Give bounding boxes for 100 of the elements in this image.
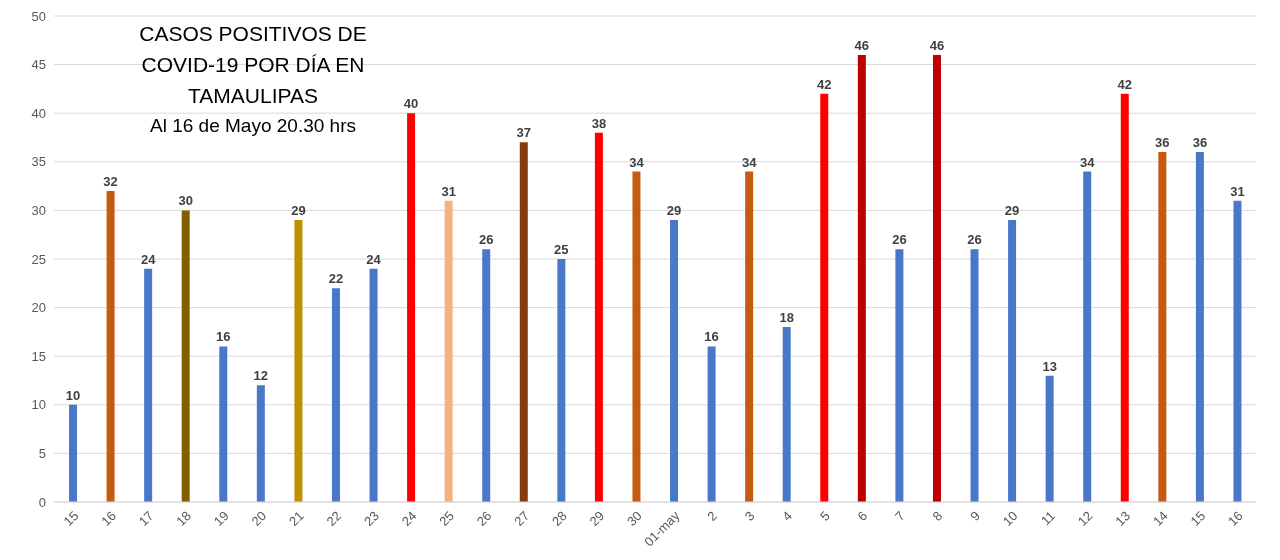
data-label: 31 bbox=[1230, 183, 1245, 199]
bar bbox=[857, 54, 866, 502]
x-tick-label: 11 bbox=[1037, 508, 1059, 529]
data-label: 30 bbox=[178, 193, 193, 209]
x-tick-label: 17 bbox=[135, 508, 157, 529]
data-label: 31 bbox=[441, 183, 456, 199]
data-label: 32 bbox=[103, 173, 118, 189]
data-label: 25 bbox=[554, 242, 569, 257]
y-tick-label: 15 bbox=[31, 348, 46, 364]
x-tick-label: 21 bbox=[285, 508, 307, 529]
data-label: 26 bbox=[967, 232, 982, 248]
bar bbox=[1120, 93, 1129, 502]
y-tick-label: 10 bbox=[31, 397, 46, 413]
x-tick-label: 24 bbox=[398, 508, 420, 529]
bar bbox=[745, 171, 754, 502]
x-tick-label: 26 bbox=[473, 508, 495, 529]
x-tick-label: 14 bbox=[1149, 508, 1171, 529]
y-tick-label: 0 bbox=[38, 494, 46, 510]
x-tick-label: 20 bbox=[248, 508, 270, 529]
bar bbox=[557, 259, 566, 502]
bar bbox=[219, 346, 228, 502]
y-tick-label: 45 bbox=[31, 57, 46, 73]
bar bbox=[782, 327, 791, 502]
data-label: 18 bbox=[779, 310, 794, 326]
bar bbox=[1008, 220, 1017, 502]
data-label: 24 bbox=[366, 251, 382, 267]
bar bbox=[294, 220, 303, 502]
data-label: 38 bbox=[591, 115, 607, 131]
bar bbox=[181, 210, 190, 502]
bar bbox=[519, 142, 528, 502]
data-label: 34 bbox=[1079, 154, 1096, 170]
x-tick-label: 27 bbox=[511, 508, 533, 529]
x-tick-label: 30 bbox=[624, 508, 645, 529]
data-label: 40 bbox=[403, 96, 419, 112]
x-tick-label: 28 bbox=[548, 508, 570, 529]
x-tick-label: 6 bbox=[854, 508, 871, 524]
x-tick-label: 25 bbox=[436, 508, 458, 529]
data-label: 46 bbox=[854, 37, 870, 53]
bar bbox=[1195, 152, 1204, 502]
y-tick-label: 35 bbox=[31, 154, 46, 170]
data-label: 34 bbox=[629, 154, 645, 170]
data-label: 36 bbox=[1155, 135, 1170, 151]
data-label: 10 bbox=[65, 387, 81, 403]
x-tick-label: 16 bbox=[98, 508, 119, 529]
bar bbox=[895, 249, 904, 502]
bar bbox=[1158, 152, 1167, 502]
bar bbox=[707, 346, 716, 502]
x-tick-label: 16 bbox=[1225, 508, 1246, 529]
x-tick-label: 2 bbox=[704, 508, 720, 524]
x-tick-label: 15 bbox=[1187, 508, 1209, 529]
data-label: 34 bbox=[741, 154, 758, 170]
bar bbox=[594, 132, 603, 502]
data-label: 12 bbox=[253, 368, 269, 384]
data-label: 22 bbox=[328, 271, 344, 287]
bar bbox=[331, 288, 340, 502]
bar bbox=[1083, 171, 1092, 502]
data-label: 46 bbox=[929, 37, 945, 53]
bar bbox=[144, 268, 153, 502]
data-label: 13 bbox=[1042, 358, 1057, 374]
data-label: 24 bbox=[140, 251, 157, 267]
x-tick-label: 13 bbox=[1112, 508, 1134, 529]
x-tick-label: 22 bbox=[323, 508, 345, 529]
data-label: 26 bbox=[478, 232, 494, 248]
bar bbox=[444, 200, 453, 502]
x-tick-label: 3 bbox=[741, 508, 758, 524]
x-tick-label: 9 bbox=[967, 508, 983, 524]
x-tick-label: 12 bbox=[1074, 508, 1096, 529]
bar bbox=[1233, 200, 1242, 502]
data-label: 26 bbox=[892, 232, 907, 248]
bar bbox=[256, 385, 265, 502]
data-label: 36 bbox=[1192, 135, 1208, 151]
x-tick-label: 19 bbox=[210, 508, 232, 529]
bar bbox=[69, 404, 78, 502]
data-label: 29 bbox=[666, 203, 682, 219]
data-label: 42 bbox=[817, 76, 832, 92]
x-tick-label: 18 bbox=[173, 508, 195, 529]
text: CASOS POSITIVOS DE COVID-19 POR DÍA EN TAMAULIPAS bbox=[138, 21, 368, 109]
data-label: 37 bbox=[516, 125, 532, 141]
data-label: 29 bbox=[1004, 203, 1020, 219]
y-tick-label: 50 bbox=[31, 8, 46, 24]
bar bbox=[932, 54, 941, 502]
data-label: 29 bbox=[291, 203, 306, 219]
data-label: 42 bbox=[1117, 76, 1133, 92]
data-label: 16 bbox=[216, 329, 231, 345]
bar bbox=[369, 268, 378, 502]
x-tick-label: 10 bbox=[999, 508, 1021, 529]
x-tick-label: 29 bbox=[586, 508, 608, 529]
y-tick-label: 30 bbox=[31, 203, 46, 219]
x-tick-label: 7 bbox=[892, 508, 908, 524]
bar bbox=[820, 93, 829, 502]
bar bbox=[670, 220, 679, 502]
bar bbox=[407, 113, 416, 502]
y-tick-label: 20 bbox=[31, 300, 46, 316]
x-tick-label: 4 bbox=[779, 508, 796, 524]
x-tick-label: 8 bbox=[929, 508, 946, 524]
text: Al 16 de Mayo 20.30 hrs bbox=[149, 115, 357, 137]
data-label: 16 bbox=[704, 329, 719, 345]
bar bbox=[632, 171, 641, 502]
bar bbox=[970, 249, 979, 502]
y-tick-label: 40 bbox=[31, 105, 46, 121]
